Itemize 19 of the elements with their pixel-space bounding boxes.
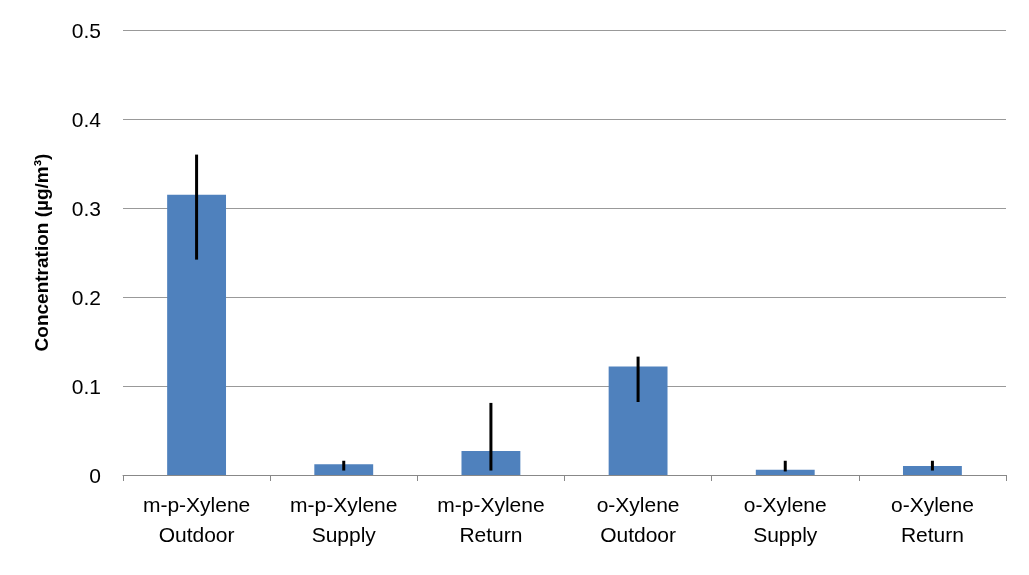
x-tick-label: m-p-Xylene Supply — [290, 492, 398, 546]
bar — [902, 466, 962, 475]
x-tick-label: m-p-Xylene Outdoor — [142, 492, 251, 546]
bar — [461, 450, 521, 475]
x-tick-label: o-Xylene Outdoor — [596, 492, 680, 546]
x-tick-label: m-p-Xylene Return — [437, 492, 545, 546]
y-tick-label: 0.5 — [71, 18, 101, 42]
y-tick-label: 0.3 — [71, 196, 101, 220]
bar — [314, 464, 374, 475]
x-tick-label: o-Xylene Supply — [743, 492, 827, 546]
x-tick-label: o-Xylene Return — [890, 492, 974, 546]
y-axis-title: Concentration (µg/m³) — [31, 153, 52, 352]
bar — [755, 469, 815, 475]
y-tick-label: 0.4 — [71, 107, 102, 131]
y-tick-label: 0.1 — [71, 374, 101, 398]
bar — [608, 366, 668, 475]
y-tick-label: 0.2 — [71, 285, 101, 309]
y-tick-label: 0 — [89, 463, 101, 487]
bar — [167, 194, 227, 475]
